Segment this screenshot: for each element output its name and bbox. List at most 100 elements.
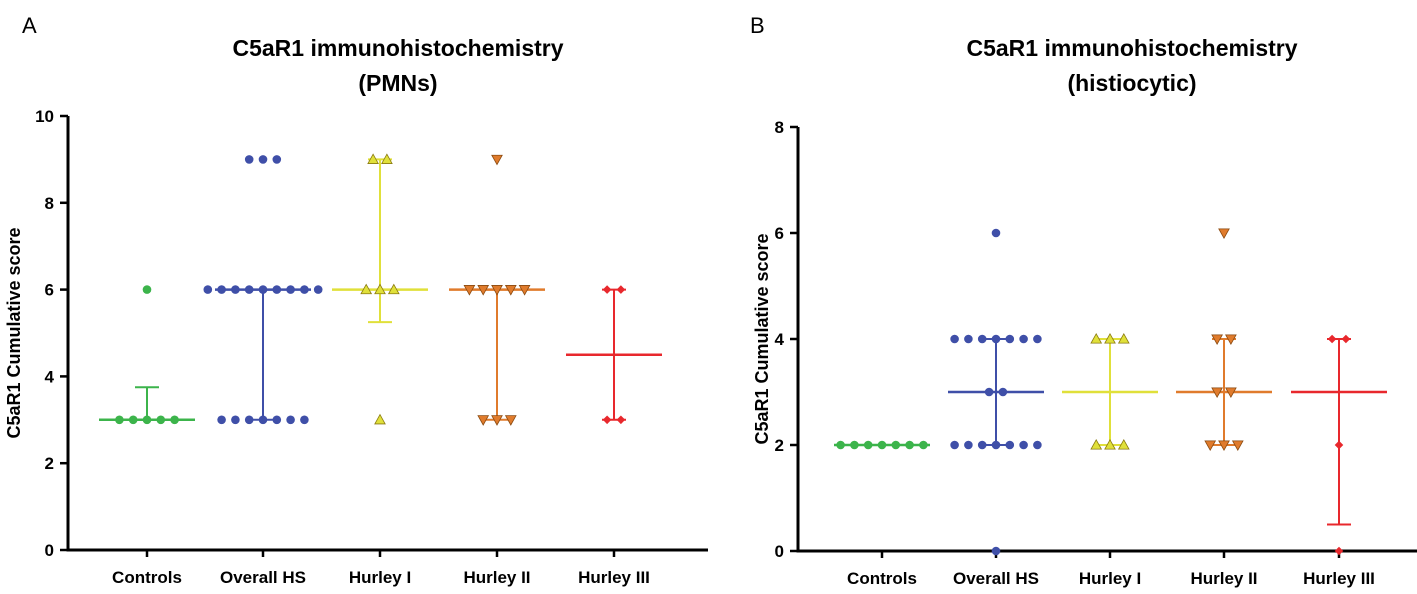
panel-a: A C5aR1 immunohistochemistry (PMNs) 0 2 4 6 8 10… [0,0,708,589]
data-point [463,285,476,296]
y-tick-label: 2 [45,454,54,473]
data-point [984,387,994,397]
data-point [991,228,1001,238]
data-point [272,285,282,294]
data-point [991,440,1001,450]
data-point [360,283,373,295]
data-point [950,440,959,450]
data-point [381,153,393,164]
data-point [491,415,503,426]
chart-a-svg: A C5aR1 immunohistochemistry (PMNs) 0 2 4 6 8 10… [4,13,708,587]
data-point [1090,438,1103,450]
data-point [1033,440,1042,450]
data-point [518,285,531,296]
data-point [367,153,379,164]
data-point [244,285,254,294]
data-point [258,155,268,164]
data-point [991,334,1001,344]
y-tick-label: 4 [45,367,55,386]
data-point [170,415,179,425]
x-tick-label: Hurley III [578,568,650,587]
data-point [1117,438,1130,450]
data-point [905,440,914,450]
y-tick-label: 0 [775,542,784,561]
data-point [286,285,295,294]
data-point [998,387,1008,397]
chart-b-svg: B C5aR1 immunohistochemistry (histiocytic)… [750,13,1417,588]
x-tick-label: Hurley I [349,568,411,587]
x-tick-label: Hurley II [463,568,530,587]
data-point [300,415,309,425]
data-point [1327,334,1337,344]
data-point [286,415,295,425]
y-tick-label: 2 [775,436,784,455]
data-point [1225,387,1237,399]
data-point [1104,332,1116,344]
data-point [991,546,1001,556]
x-tick-label: Controls [847,569,917,588]
data-point [1005,334,1015,344]
data-point [964,440,973,450]
y-tick-label: 6 [45,281,54,300]
data-point [977,440,987,450]
data-point [950,334,959,344]
data-point [919,440,928,450]
data-point [272,415,282,425]
data-point [1225,334,1237,346]
y-tick-label: 0 [45,541,54,560]
data-point [1211,387,1223,399]
data-point [1005,440,1015,450]
data-point [142,415,152,425]
data-point [1341,334,1351,344]
panel-b: B C5aR1 immunohistochemistry (histiocytic)… [708,0,1417,589]
data-point [217,285,226,294]
data-point [142,285,152,294]
data-point [616,285,626,294]
y-axis-label: C5aR1 Cumulative score [752,233,772,444]
y-tick-label: 8 [775,118,784,137]
panel-label: B [750,13,765,38]
data-point [258,285,268,294]
x-tick-label: Hurley III [1303,569,1375,588]
chart-title-line-1: C5aR1 immunohistochemistry [232,35,563,61]
panel-label: A [22,13,37,38]
x-tick-label: Hurley I [1079,569,1141,588]
data-point [1231,440,1244,452]
data-point [477,415,490,426]
x-tick-label: Controls [112,568,182,587]
x-tick-label: Hurley II [1190,569,1257,588]
x-tick-label: Overall HS [220,568,306,587]
y-tick-label: 10 [35,107,54,126]
data-point [272,155,282,164]
data-point [244,155,254,164]
data-point [374,413,386,425]
data-point [313,285,323,294]
data-point [602,415,612,425]
data-point [128,415,138,425]
data-point [1033,334,1042,344]
data-point [1334,440,1344,450]
data-point [616,415,626,425]
y-tick-label: 8 [45,194,54,213]
chart-title-line-1: C5aR1 immunohistochemistry [966,35,1297,61]
data-point [504,285,517,296]
data-point [1218,440,1230,452]
data-point [1019,334,1028,344]
data-point [1204,440,1217,452]
data-point [477,285,490,296]
data-point [231,415,240,425]
data-point [231,285,240,294]
data-point [1334,546,1344,556]
data-point [1019,440,1028,450]
data-point [602,285,612,294]
data-point [115,415,124,425]
data-point [504,415,517,426]
data-point [964,334,973,344]
data-point [1211,334,1223,346]
data-point [877,440,887,450]
data-point [850,440,859,450]
data-point [258,415,268,425]
data-point [203,285,213,294]
data-point [244,415,254,425]
chart-title-line-2: (histiocytic) [1067,70,1196,96]
